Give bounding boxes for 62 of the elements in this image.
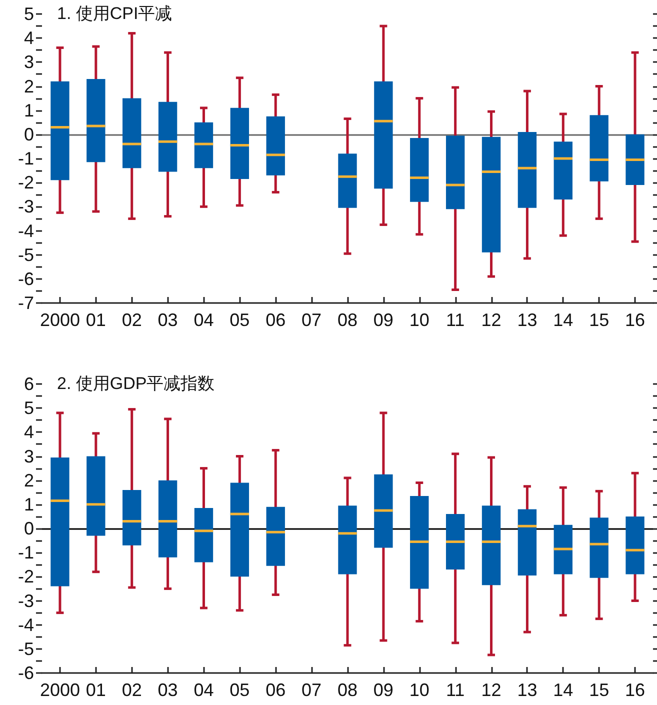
chart-title: 2. 使用GDP平减指数 (57, 374, 215, 393)
x-tick-label: 14 (553, 680, 574, 700)
chart-title: 1. 使用CPI平减 (57, 4, 172, 23)
x-tick-label: 07 (302, 680, 322, 700)
x-tick-label: 04 (194, 680, 214, 700)
x-tick-label: 07 (302, 310, 322, 330)
x-tick-label: 12 (481, 310, 502, 330)
x-tick-label: 02 (122, 310, 142, 330)
y-tick-label: -5 (18, 638, 34, 659)
y-tick-label: -1 (18, 148, 34, 168)
y-tick-label: -3 (18, 590, 34, 611)
x-tick-label: 06 (266, 680, 286, 700)
y-tick-label: 5 (24, 398, 34, 418)
y-tick-label: -3 (18, 196, 34, 217)
x-tick-label: 01 (86, 310, 106, 330)
x-tick-label: 03 (158, 680, 178, 700)
y-tick-label: -6 (18, 268, 34, 289)
y-tick-label: 6 (24, 374, 34, 394)
x-tick-label: 15 (589, 680, 610, 700)
y-tick-label: -2 (18, 172, 34, 193)
x-tick-label: 05 (230, 310, 250, 330)
x-tick-label: 02 (122, 680, 142, 700)
x-tick-label: 03 (158, 310, 178, 330)
x-tick-label: 11 (446, 680, 465, 700)
y-tick-label: 4 (24, 28, 34, 48)
y-tick-label: 2 (24, 470, 34, 490)
x-tick-label: 09 (373, 680, 394, 700)
x-tick-label: 10 (409, 310, 430, 330)
y-tick-label: 1 (24, 100, 34, 120)
x-tick-label: 13 (517, 680, 538, 700)
x-tick-label: 06 (266, 310, 286, 330)
x-tick-label: 08 (337, 310, 358, 330)
x-tick-label: 09 (373, 310, 394, 330)
x-tick-label: 12 (481, 680, 502, 700)
x-tick-label: 15 (589, 310, 610, 330)
y-tick-label: -4 (18, 614, 34, 635)
x-tick-label: 08 (337, 680, 358, 700)
x-tick-label: 10 (409, 680, 430, 700)
x-tick-label: 16 (625, 310, 646, 330)
y-tick-label: 0 (24, 124, 34, 144)
y-tick-label: -4 (18, 220, 34, 241)
x-tick-label: 14 (553, 310, 574, 330)
y-tick-label: 5 (24, 4, 34, 24)
y-tick-label: 0 (24, 518, 34, 538)
x-tick-label: 05 (230, 680, 250, 700)
x-tick-label: 2000 (40, 310, 80, 330)
y-tick-label: -1 (18, 542, 34, 563)
y-tick-label: 2 (24, 76, 34, 96)
y-tick-label: 1 (24, 494, 34, 514)
x-tick-label: 2000 (40, 680, 80, 700)
y-tick-label: -5 (18, 244, 34, 265)
y-tick-label: -7 (18, 293, 34, 313)
x-tick-label: 01 (86, 680, 106, 700)
x-tick-label: 11 (446, 310, 465, 330)
y-tick-label: 3 (24, 446, 34, 466)
y-tick-label: -6 (18, 663, 34, 683)
y-tick-label: -2 (18, 566, 34, 587)
y-tick-label: 4 (24, 422, 34, 442)
x-tick-label: 16 (625, 680, 646, 700)
y-tick-label: 3 (24, 52, 34, 72)
x-tick-label: 13 (517, 310, 538, 330)
x-tick-label: 04 (194, 310, 214, 330)
